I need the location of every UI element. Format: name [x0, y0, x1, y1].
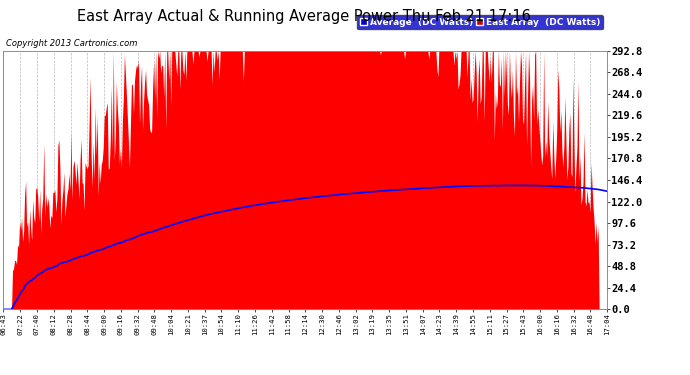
Text: Copyright 2013 Cartronics.com: Copyright 2013 Cartronics.com: [6, 39, 137, 48]
Legend: Average  (DC Watts), East Array  (DC Watts): Average (DC Watts), East Array (DC Watts…: [357, 15, 602, 30]
Text: East Array Actual & Running Average Power Thu Feb 21 17:16: East Array Actual & Running Average Powe…: [77, 9, 531, 24]
